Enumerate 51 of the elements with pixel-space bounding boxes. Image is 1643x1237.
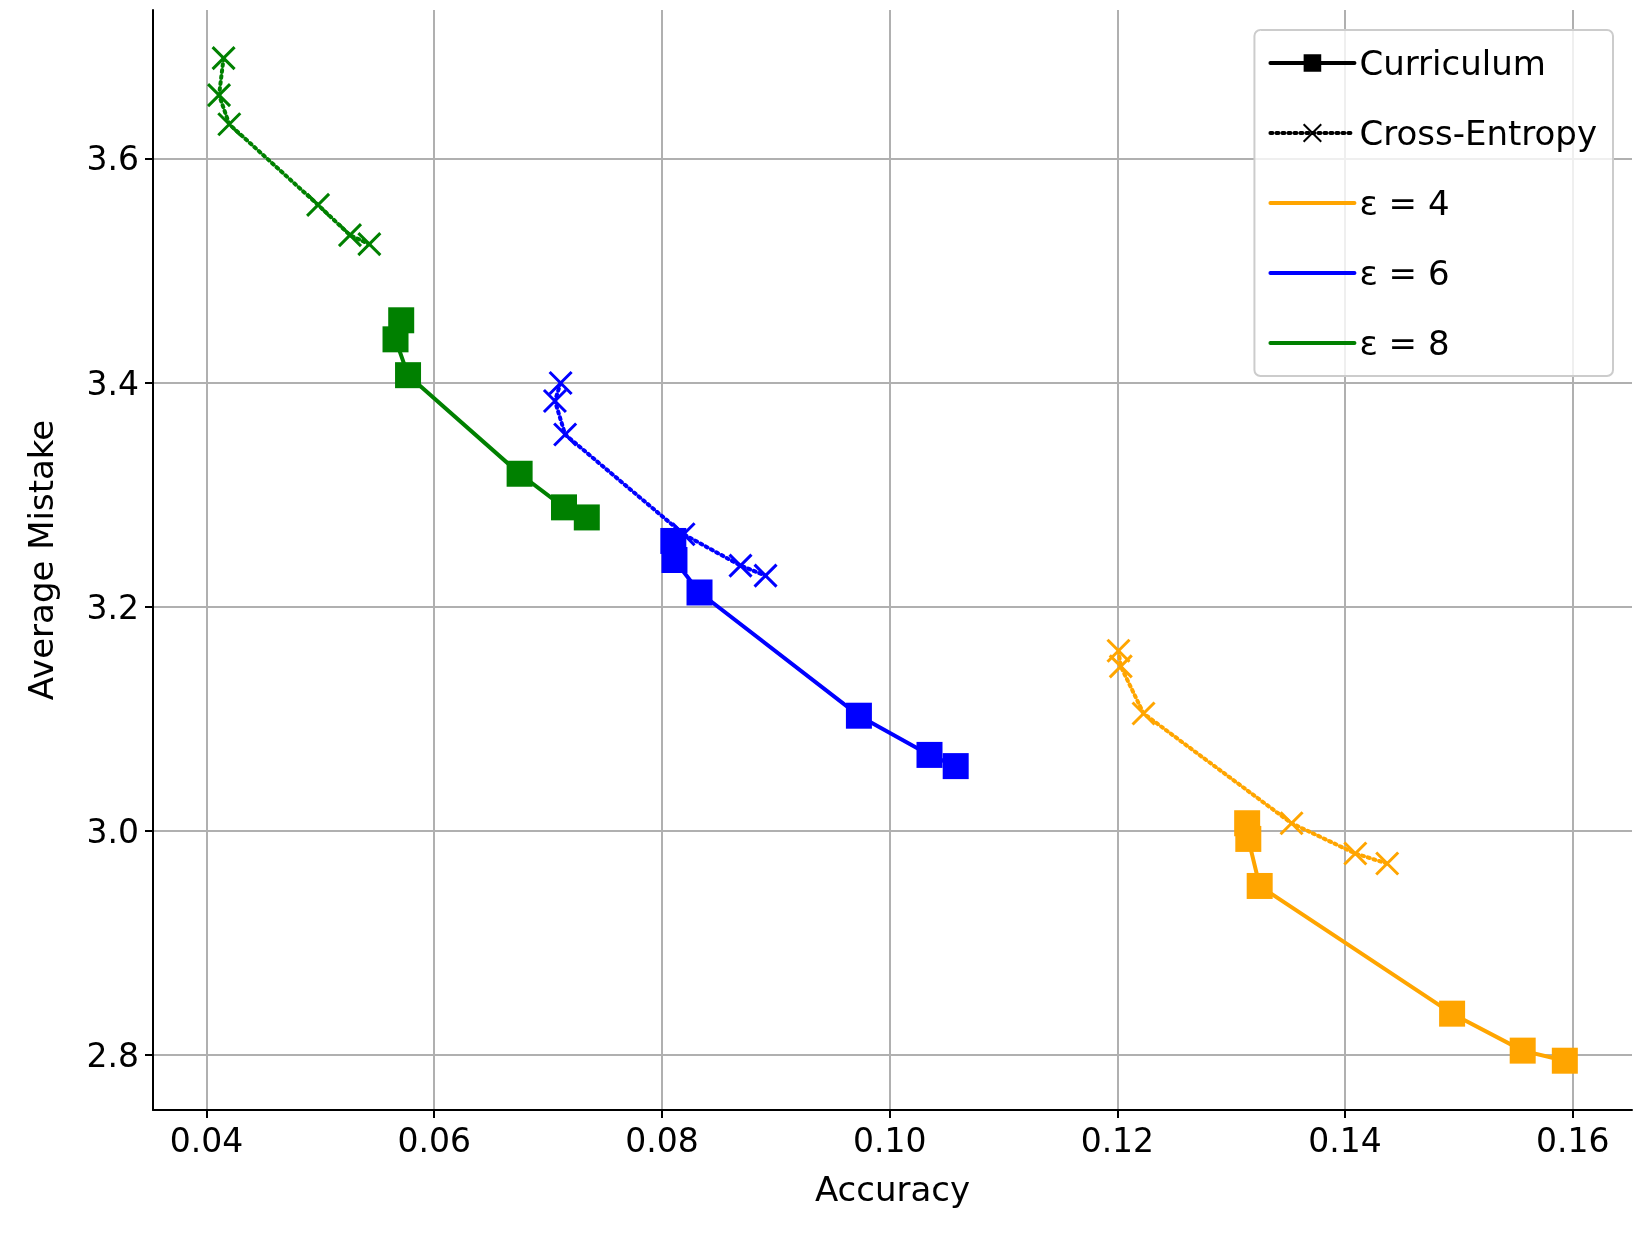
point bbox=[661, 547, 688, 573]
point bbox=[506, 460, 533, 487]
point bbox=[216, 111, 242, 137]
y-tick-label: 3.0 bbox=[86, 811, 139, 851]
x-tick-label: 0.08 bbox=[625, 1121, 699, 1160]
point bbox=[337, 222, 363, 248]
point bbox=[573, 504, 600, 531]
point bbox=[1279, 810, 1305, 836]
point bbox=[548, 370, 574, 396]
point bbox=[686, 579, 713, 606]
point bbox=[1342, 840, 1368, 866]
point bbox=[1551, 1047, 1578, 1074]
x-tick-label: 0.10 bbox=[852, 1121, 927, 1160]
point bbox=[542, 388, 568, 414]
point bbox=[845, 702, 872, 729]
legend-label: ε = 4 bbox=[1359, 183, 1450, 223]
point bbox=[1246, 872, 1273, 899]
point bbox=[382, 326, 409, 353]
point bbox=[552, 422, 578, 448]
x-tick-label: 0.12 bbox=[1080, 1121, 1155, 1160]
legend-label: ε = 8 bbox=[1359, 323, 1450, 363]
y-tick-label: 2.8 bbox=[86, 1035, 139, 1075]
legend-label: ε = 6 bbox=[1359, 253, 1450, 293]
point bbox=[1131, 700, 1157, 726]
point bbox=[1374, 851, 1400, 877]
point bbox=[728, 553, 753, 579]
point bbox=[753, 563, 779, 589]
point bbox=[1439, 1000, 1466, 1027]
x-axis-title: Accuracy bbox=[814, 1169, 971, 1209]
x-tick-label: 0.06 bbox=[397, 1121, 471, 1160]
point bbox=[1108, 653, 1134, 679]
point bbox=[1106, 638, 1132, 664]
x-tick-label: 0.16 bbox=[1536, 1121, 1610, 1160]
x-tick-label: 0.04 bbox=[169, 1121, 244, 1160]
point bbox=[305, 192, 331, 218]
point bbox=[551, 494, 578, 521]
point bbox=[942, 753, 969, 780]
point bbox=[1509, 1037, 1536, 1064]
legend-label: Curriculum bbox=[1359, 43, 1546, 83]
point bbox=[1235, 825, 1262, 852]
y-tick-label: 3.6 bbox=[86, 139, 139, 179]
point bbox=[206, 82, 232, 108]
y-tick-label: 3.4 bbox=[86, 363, 139, 403]
y-tick-label: 3.2 bbox=[86, 587, 139, 627]
x-tick-label: 0.14 bbox=[1308, 1121, 1382, 1160]
point bbox=[356, 231, 382, 257]
y-axis-title: Average Mistake bbox=[21, 419, 61, 701]
point bbox=[916, 741, 943, 768]
point bbox=[211, 45, 237, 71]
legend-label: Cross-Entropy bbox=[1359, 113, 1598, 153]
point bbox=[395, 362, 422, 389]
